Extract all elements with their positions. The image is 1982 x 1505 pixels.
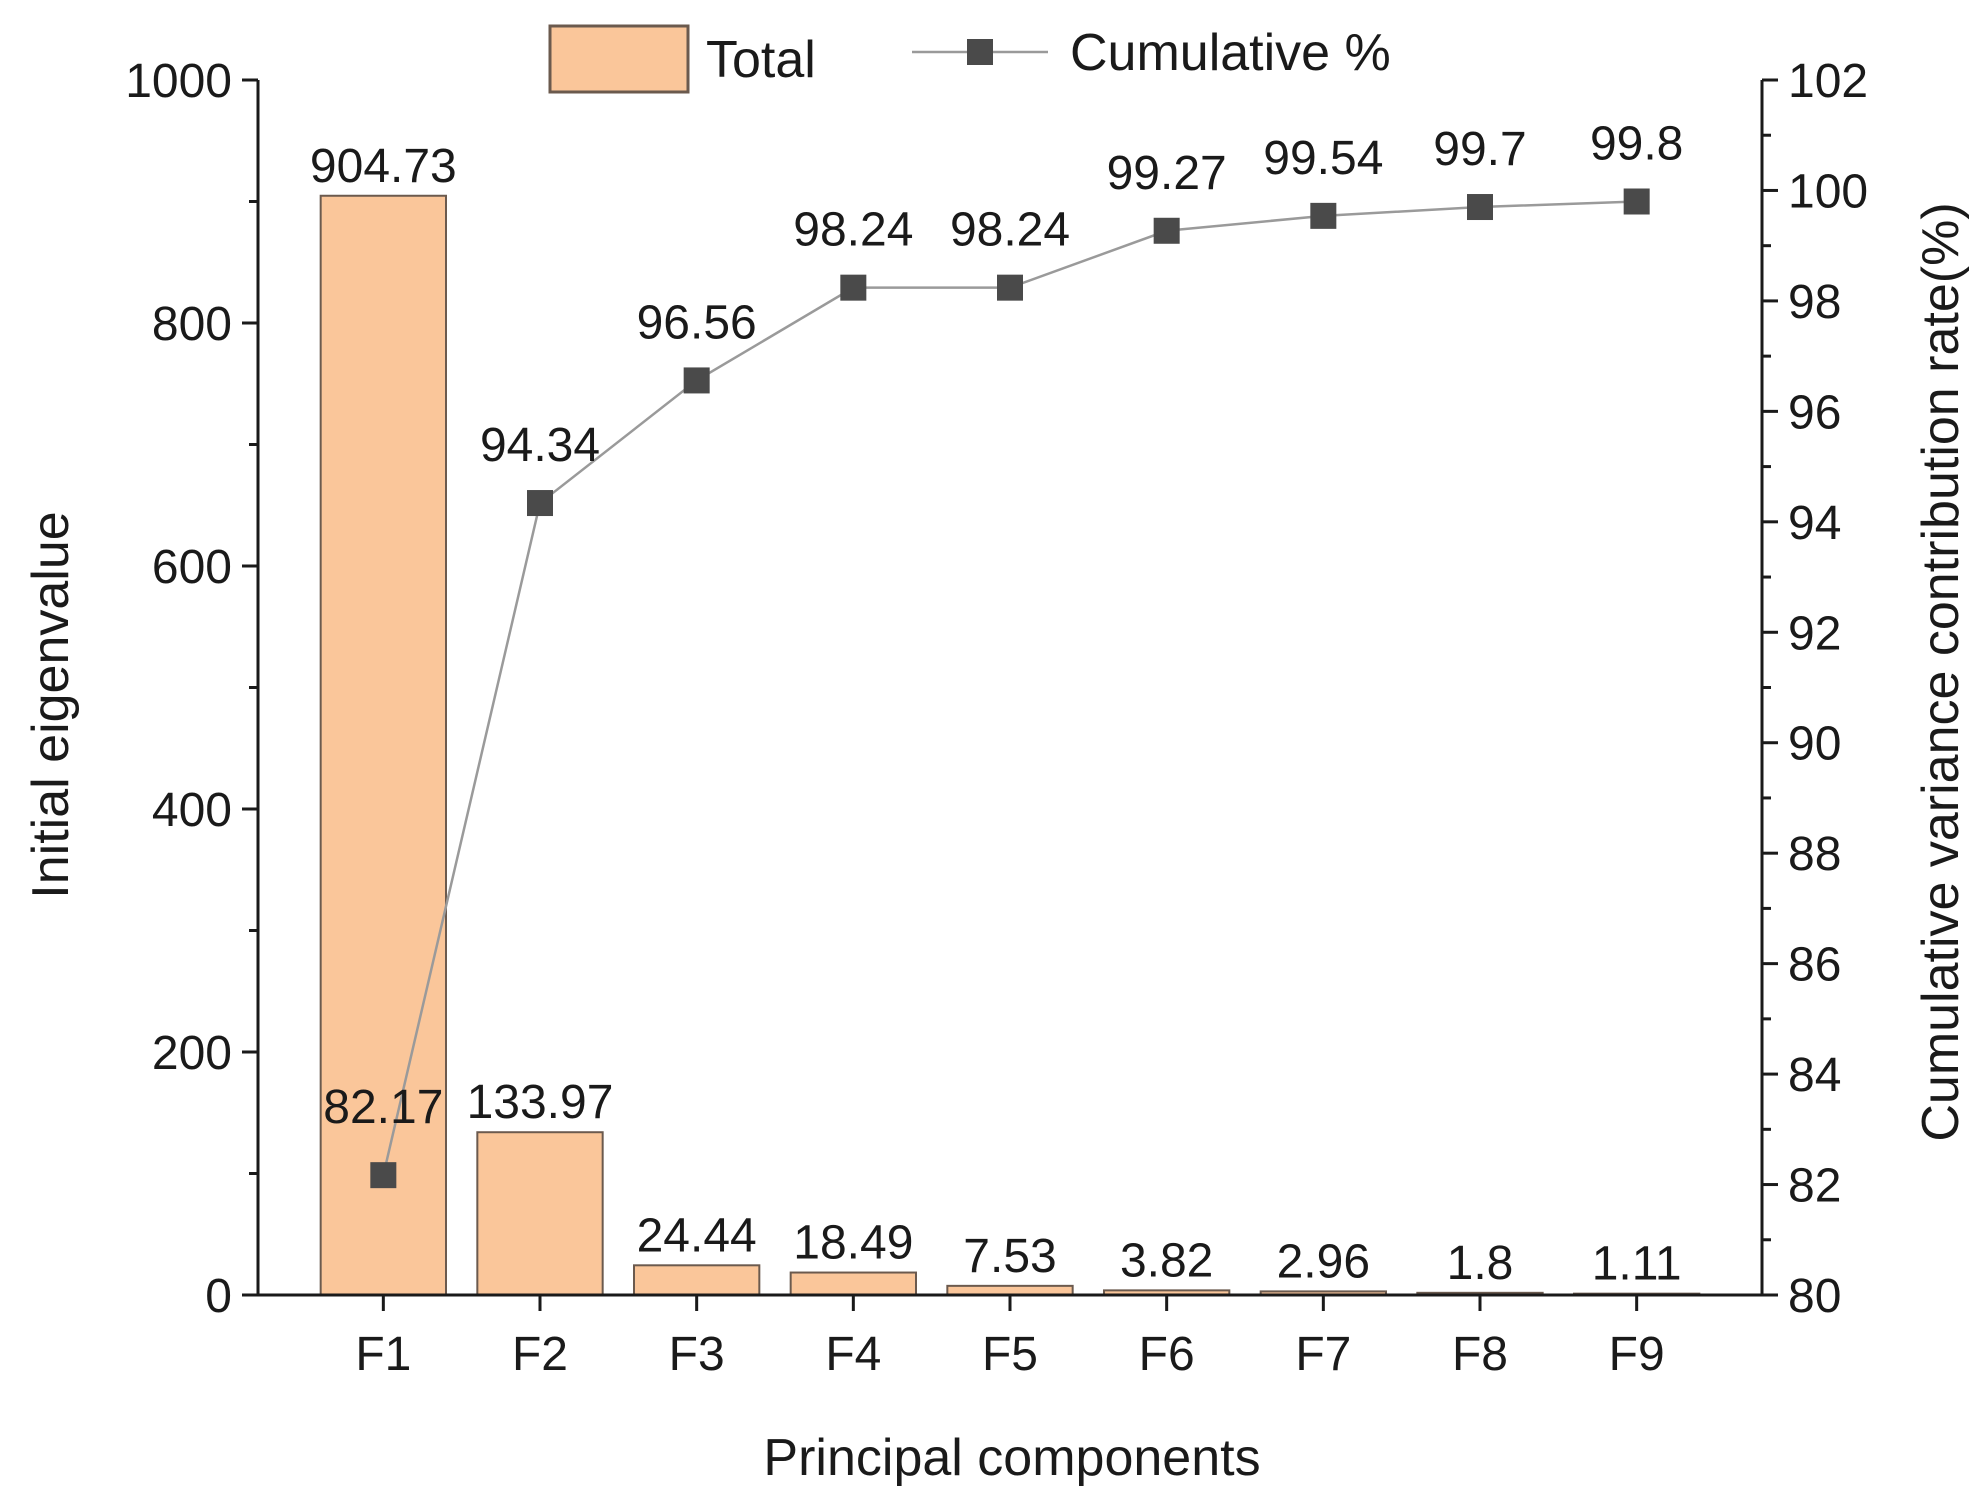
right-tick-label: 94 bbox=[1788, 497, 1841, 550]
right-tick-label: 96 bbox=[1788, 386, 1841, 439]
cumulative-data-labels: 82.17 94.34 96.56 98.24 98.24 99.27 99.54 99.7 9… bbox=[323, 118, 1683, 1135]
x-tick-label-F9: F9 bbox=[1609, 1328, 1665, 1381]
legend-bar-swatch bbox=[548, 24, 690, 94]
left-tick-label: 200 bbox=[152, 1027, 232, 1080]
cumulative-marker-F6 bbox=[1153, 217, 1180, 244]
cumulative-label-F5: 98.24 bbox=[950, 204, 1070, 257]
right-tick-label: 88 bbox=[1788, 828, 1841, 881]
left-axis-ticks: 0 200 400 600 800 1000 bbox=[125, 55, 258, 1323]
bar-label-F5: 7.53 bbox=[963, 1230, 1056, 1283]
cumulative-marker-F9 bbox=[1623, 188, 1650, 215]
x-tick-label-F7: F7 bbox=[1295, 1328, 1351, 1381]
legend-marker-swatch bbox=[967, 39, 993, 65]
legend-bar-label: Total bbox=[706, 31, 816, 89]
x-tick-label-F3: F3 bbox=[669, 1328, 725, 1381]
cumulative-marker-F8 bbox=[1467, 194, 1493, 221]
cumulative-label-F3: 96.56 bbox=[637, 296, 757, 349]
cumulative-label-F6: 99.27 bbox=[1107, 147, 1227, 200]
legend-line-label: Cumulative % bbox=[1070, 24, 1391, 82]
right-tick-label: 98 bbox=[1788, 276, 1841, 329]
right-tick-label: 102 bbox=[1788, 55, 1868, 108]
y2-axis-title: Cumulative variance contribution rate(%) bbox=[1912, 202, 1970, 1141]
left-tick-label: 1000 bbox=[125, 55, 232, 108]
bar-F4 bbox=[789, 1271, 918, 1297]
bar-label-F4: 18.49 bbox=[793, 1217, 913, 1270]
cumulative-label-F4: 98.24 bbox=[793, 204, 913, 257]
right-tick-label: 92 bbox=[1788, 607, 1841, 660]
cumulative-line bbox=[382, 200, 1637, 1176]
bar-label-F6: 3.82 bbox=[1120, 1234, 1213, 1287]
bar-label-F8: 1.8 bbox=[1447, 1237, 1514, 1290]
x-tick-label-F4: F4 bbox=[825, 1328, 881, 1381]
bar-F3 bbox=[633, 1264, 761, 1297]
cumulative-marker-F7 bbox=[1310, 202, 1337, 229]
right-tick-label: 80 bbox=[1788, 1270, 1841, 1323]
x-tick-label-F2: F2 bbox=[512, 1328, 568, 1381]
cumulative-marker-F1 bbox=[370, 1162, 397, 1189]
cumulative-marker-F4 bbox=[840, 274, 867, 301]
bar-F2 bbox=[476, 1131, 604, 1296]
cumulative-marker-F2 bbox=[527, 490, 553, 517]
cumulative-label-F1: 82.17 bbox=[323, 1081, 443, 1134]
cumulative-label-F7: 99.54 bbox=[1263, 132, 1383, 185]
y-axis-title: Initial eigenvalue bbox=[22, 511, 80, 898]
right-tick-label: 90 bbox=[1788, 718, 1841, 771]
bar-data-labels: 904.73 133.97 24.44 18.49 7.53 3.82 2.96 1.8 1.1… bbox=[310, 140, 1682, 1291]
right-tick-label: 100 bbox=[1788, 165, 1868, 218]
right-tick-label: 82 bbox=[1788, 1160, 1841, 1213]
x-axis-title: Principal components bbox=[763, 1429, 1260, 1487]
x-tick-label-F1: F1 bbox=[355, 1328, 411, 1381]
left-tick-label: 600 bbox=[152, 541, 232, 594]
cumulative-marker-F5 bbox=[997, 274, 1023, 301]
bar-label-F9: 1.11 bbox=[1592, 1238, 1682, 1291]
cumulative-label-F2: 94.34 bbox=[480, 419, 600, 472]
left-tick-label: 400 bbox=[152, 784, 232, 837]
legend: Total Cumulative % bbox=[548, 24, 1391, 94]
x-axis-ticks: F1 F2 F3 F4 F5 F6 F7 F8 F9 bbox=[355, 1295, 1665, 1381]
cumulative-label-F9: 99.8 bbox=[1590, 118, 1683, 171]
cumulative-label-F8: 99.7 bbox=[1433, 123, 1526, 176]
bars bbox=[319, 194, 1701, 1297]
right-tick-label: 86 bbox=[1788, 939, 1841, 992]
cumulative-line-layer bbox=[370, 188, 1650, 1189]
x-tick-label-F6: F6 bbox=[1139, 1328, 1195, 1381]
left-tick-label: 0 bbox=[205, 1270, 232, 1323]
bar-label-F2: 133.97 bbox=[467, 1076, 614, 1129]
right-tick-label: 84 bbox=[1788, 1049, 1841, 1102]
bar-label-F3: 24.44 bbox=[637, 1209, 757, 1262]
right-axis-ticks: 80 82 84 86 88 90 92 94 96 98 100 102 bbox=[1762, 55, 1868, 1323]
bar-label-F7: 2.96 bbox=[1277, 1235, 1370, 1288]
left-tick-label: 800 bbox=[152, 298, 232, 351]
cumulative-marker-F3 bbox=[683, 367, 710, 394]
bar-label-F1: 904.73 bbox=[310, 140, 457, 193]
x-tick-label-F5: F5 bbox=[982, 1328, 1038, 1381]
x-tick-label-F8: F8 bbox=[1452, 1328, 1508, 1381]
